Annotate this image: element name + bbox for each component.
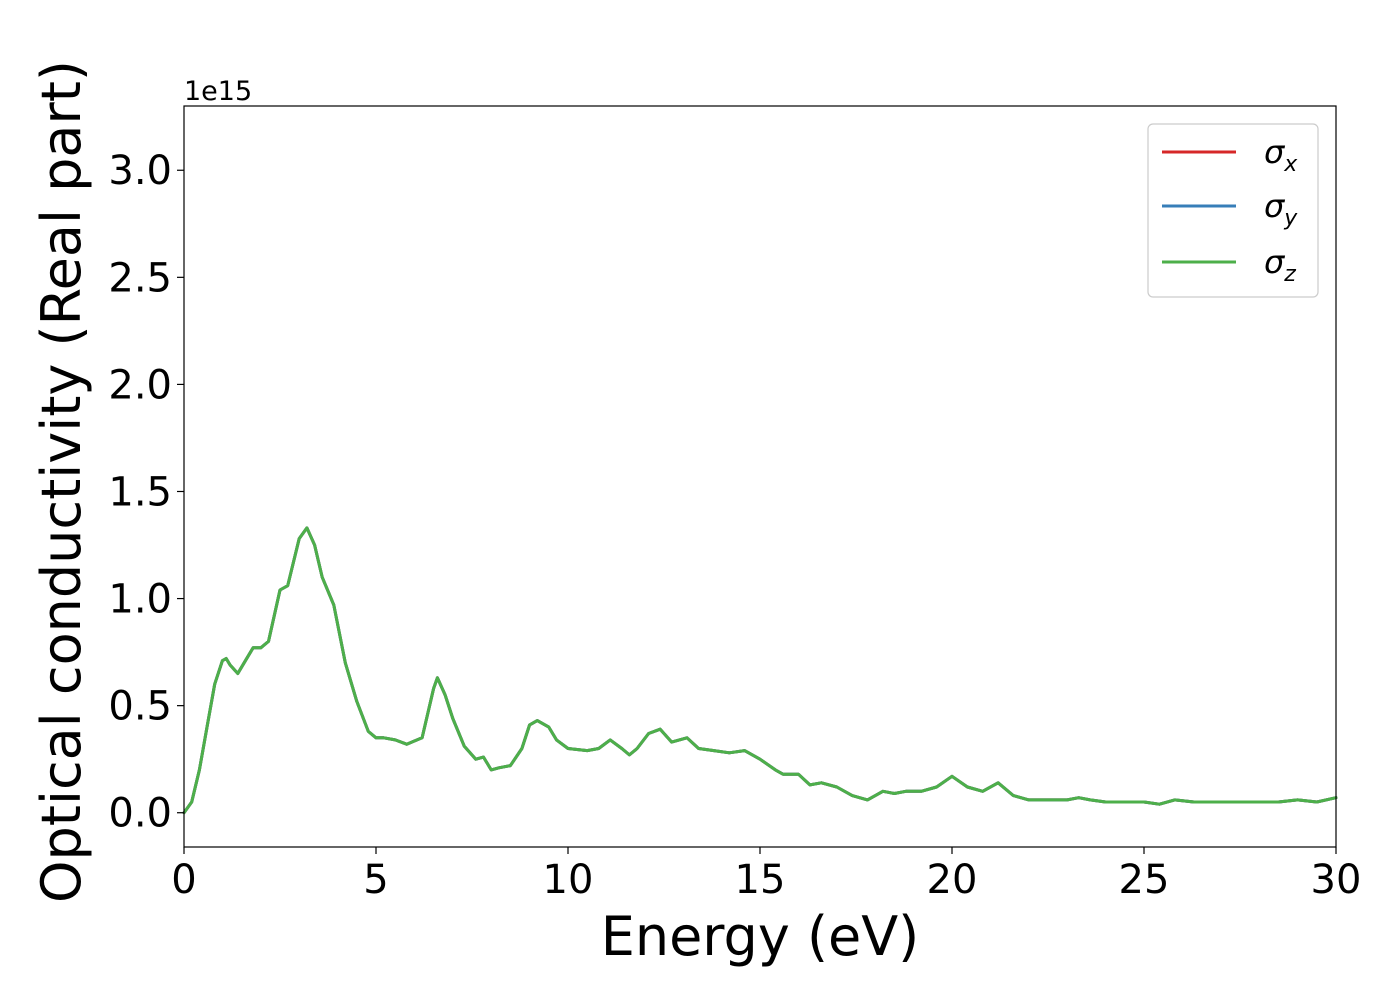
x-axis: 0 5 10 15 20 25 30	[171, 847, 1361, 903]
legend-label: σy	[1264, 187, 1298, 231]
legend-subscript: z	[1283, 262, 1296, 287]
legend-subscript: x	[1283, 152, 1298, 177]
legend-label: σz	[1264, 243, 1296, 287]
y-tick-label: 0.0	[108, 791, 172, 837]
x-axis-label: Energy (eV)	[601, 905, 920, 968]
legend-subscript: y	[1283, 206, 1298, 231]
y-tick-label: 1.0	[108, 577, 172, 623]
y-tick-label: 1.5	[108, 469, 172, 515]
x-tick-label: 0	[171, 857, 196, 903]
x-tick-label: 25	[1119, 857, 1170, 903]
series-layer	[182, 526, 1338, 815]
y-offset-text: 1e15	[184, 76, 252, 107]
x-tick-label: 30	[1311, 857, 1362, 903]
y-axis: 0.0 0.5 1.0 1.5 2.0 2.5 3.0	[108, 148, 184, 837]
legend-box	[1147, 123, 1319, 298]
y-axis-label: Optical conductivity (Real part)	[30, 60, 93, 903]
x-tick-label: 15	[735, 857, 786, 903]
legend-symbol: σ	[1264, 133, 1286, 171]
x-tick-label: 20	[927, 857, 978, 903]
legend-label: σx	[1264, 133, 1298, 177]
y-tick-label: 2.5	[108, 255, 172, 301]
y-tick-label: 3.0	[108, 148, 172, 194]
legend-symbol: σ	[1264, 243, 1286, 281]
legend-symbol: σ	[1264, 187, 1286, 225]
y-tick-label: 0.5	[108, 684, 172, 730]
y-tick-label: 2.0	[108, 362, 172, 408]
x-tick-label: 5	[363, 857, 388, 903]
series-line-3	[182, 526, 1338, 815]
x-tick-label: 10	[543, 857, 594, 903]
